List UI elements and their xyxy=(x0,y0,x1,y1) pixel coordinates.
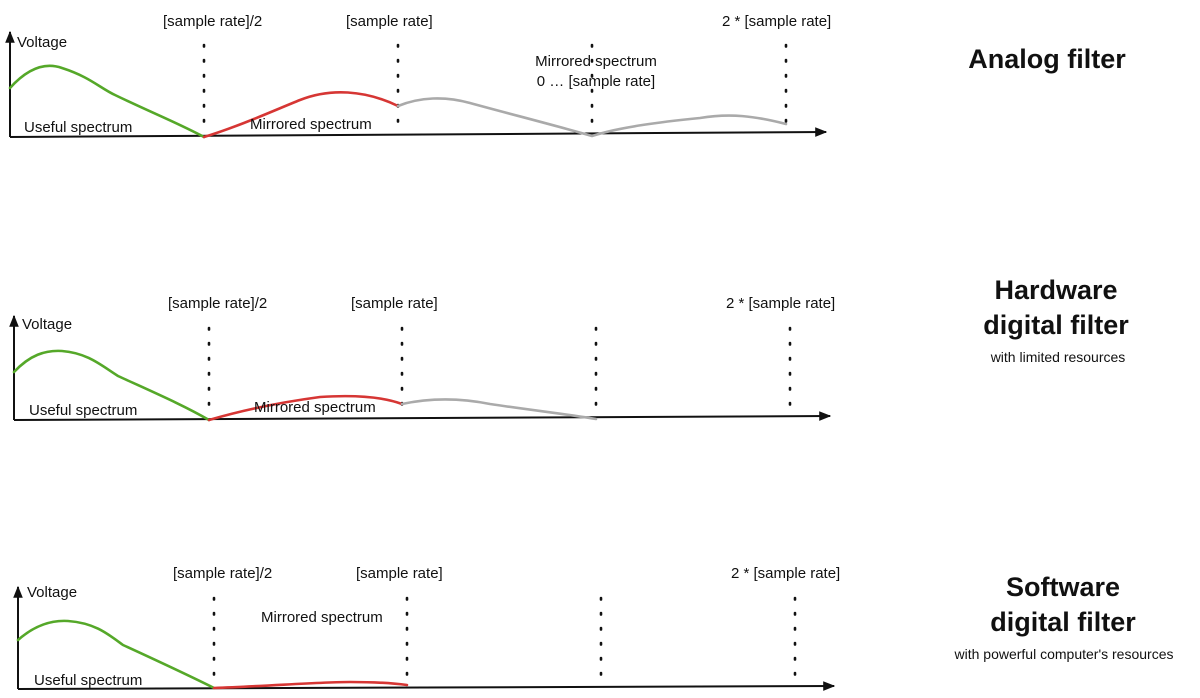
x-axis xyxy=(13,411,832,421)
mirrored-spectrum-curve xyxy=(212,680,409,690)
useful-spectrum-label: Useful spectrum xyxy=(24,119,132,136)
panel-analog-filter: Voltage [sample rate]/2 [sample rate] 2 … xyxy=(5,13,1126,139)
mirrored-spectrum-curve xyxy=(207,394,404,422)
tick-label-rate: [sample rate] xyxy=(356,565,443,582)
y-axis-label: Voltage xyxy=(22,316,72,333)
aliased-spectrum-curve xyxy=(396,97,788,138)
useful-spectrum-label: Useful spectrum xyxy=(34,672,142,689)
filter-title-software-line2: digital filter xyxy=(990,607,1136,637)
mirrored-spectrum-label: Mirrored spectrum xyxy=(254,399,376,416)
mirrored-spectrum-label: Mirrored spectrum xyxy=(250,116,372,133)
filter-title-hardware-line1: Hardware xyxy=(994,275,1117,305)
filter-title-analog: Analog filter xyxy=(968,44,1126,74)
filter-subtitle-hardware: with limited resources xyxy=(990,349,1126,365)
y-axis-label: Voltage xyxy=(17,34,67,51)
useful-spectrum-curve xyxy=(16,619,216,690)
tick-label-half-rate: [sample rate]/2 xyxy=(173,565,272,582)
useful-spectrum-curve xyxy=(12,349,211,422)
useful-spectrum-label: Useful spectrum xyxy=(29,402,137,419)
mirrored-range-label-line1: Mirrored spectrum xyxy=(535,53,657,70)
filter-title-hardware-line2: digital filter xyxy=(983,310,1129,340)
mirrored-spectrum-curve xyxy=(202,91,400,139)
tick-label-rate: [sample rate] xyxy=(351,295,438,312)
panel-software-digital-filter: Voltage [sample rate]/2 [sample rate] 2 … xyxy=(13,565,1174,691)
y-axis-label: Voltage xyxy=(27,584,77,601)
aliased-spectrum-curve xyxy=(400,398,598,421)
filter-subtitle-software: with powerful computer's resources xyxy=(954,646,1174,662)
x-axis xyxy=(17,681,836,691)
filter-title-software-line1: Software xyxy=(1006,572,1120,602)
tick-label-half-rate: [sample rate]/2 xyxy=(163,13,262,30)
tick-label-double-rate: 2 * [sample rate] xyxy=(731,565,840,582)
mirrored-range-label-line2: 0 … [sample rate] xyxy=(537,73,655,90)
tick-label-half-rate: [sample rate]/2 xyxy=(168,295,267,312)
tick-label-double-rate: 2 * [sample rate] xyxy=(726,295,835,312)
panel-hardware-digital-filter: Voltage [sample rate]/2 [sample rate] 2 … xyxy=(9,275,1129,422)
tick-label-rate: [sample rate] xyxy=(346,13,433,30)
mirrored-spectrum-label: Mirrored spectrum xyxy=(261,609,383,626)
useful-spectrum-curve xyxy=(8,64,206,139)
x-axis xyxy=(9,127,828,138)
tick-label-double-rate: 2 * [sample rate] xyxy=(722,13,831,30)
